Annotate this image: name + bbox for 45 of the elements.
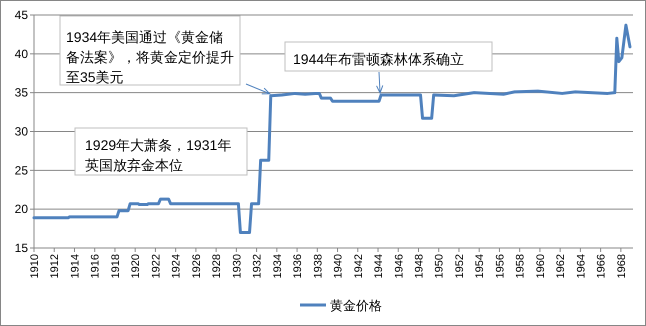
x-tick-label: 1930 xyxy=(231,254,244,278)
annotation: 1934年美国通过《黄金储备法案》，将黄金定价提升至35美元 xyxy=(66,29,234,85)
annotation: 1944年布雷顿森林体系确立 xyxy=(284,42,492,72)
y-tick-label: 25 xyxy=(14,163,28,178)
x-tick-label: 1912 xyxy=(49,254,62,278)
y-tick-label: 30 xyxy=(14,124,28,138)
x-tick-label: 1942 xyxy=(352,254,365,278)
x-tick-label: 1956 xyxy=(494,254,506,278)
annotation: 1944年布雷顿森林体系确立 xyxy=(293,51,464,67)
x-tick-label: 1950 xyxy=(434,254,446,278)
x-tick-label: 1952 xyxy=(454,254,466,278)
x-tick-label: 1958 xyxy=(514,254,527,278)
x-tick-label: 1932 xyxy=(252,254,264,278)
x-tick-label: 1934 xyxy=(272,254,284,278)
y-tick-label: 35 xyxy=(14,86,28,100)
x-tick-label: 1922 xyxy=(150,254,162,278)
x-tick-label: 1918 xyxy=(110,254,122,278)
x-tick-label: 1962 xyxy=(555,254,568,278)
x-tick-label: 1926 xyxy=(190,254,203,278)
y-tick-label: 15 xyxy=(14,241,28,255)
y-tick-label: 20 xyxy=(14,202,28,216)
annotation: 1929年大萧条，1931年英国放弃金本位 xyxy=(74,128,248,176)
x-tick-label: 1910 xyxy=(29,254,41,278)
x-tick-label: 1928 xyxy=(211,254,224,278)
y-tick-label: 45 xyxy=(14,8,28,22)
x-tick-label: 1916 xyxy=(90,254,102,278)
x-tick-label: 1920 xyxy=(130,254,142,278)
annotation: 1929年大萧条，1931年英国放弃金本位 xyxy=(85,137,232,173)
x-tick-label: 1914 xyxy=(69,254,82,278)
annotation: 1934年美国通过《黄金储备法案》，将黄金定价提升至35美元 xyxy=(60,16,240,86)
x-tick-label: 1966 xyxy=(596,254,608,278)
legend-label: 黄金价格 xyxy=(330,298,382,313)
x-tick-label: 1944 xyxy=(373,254,386,278)
x-tick-label: 1968 xyxy=(616,254,628,278)
x-tick-label: 1940 xyxy=(332,254,345,278)
x-tick-label: 1924 xyxy=(170,254,183,278)
x-tick-label: 1938 xyxy=(312,254,324,278)
x-tick-label: 1954 xyxy=(474,254,486,278)
legend: 黄金价格 xyxy=(300,298,382,313)
x-tick-label: 1960 xyxy=(534,254,547,278)
x-tick-label: 1946 xyxy=(393,254,406,278)
x-tick-label: 1936 xyxy=(292,254,304,278)
y-tick-label: 40 xyxy=(14,46,28,61)
x-tick-label: 1948 xyxy=(413,254,426,278)
x-tick-label: 1964 xyxy=(575,254,588,278)
